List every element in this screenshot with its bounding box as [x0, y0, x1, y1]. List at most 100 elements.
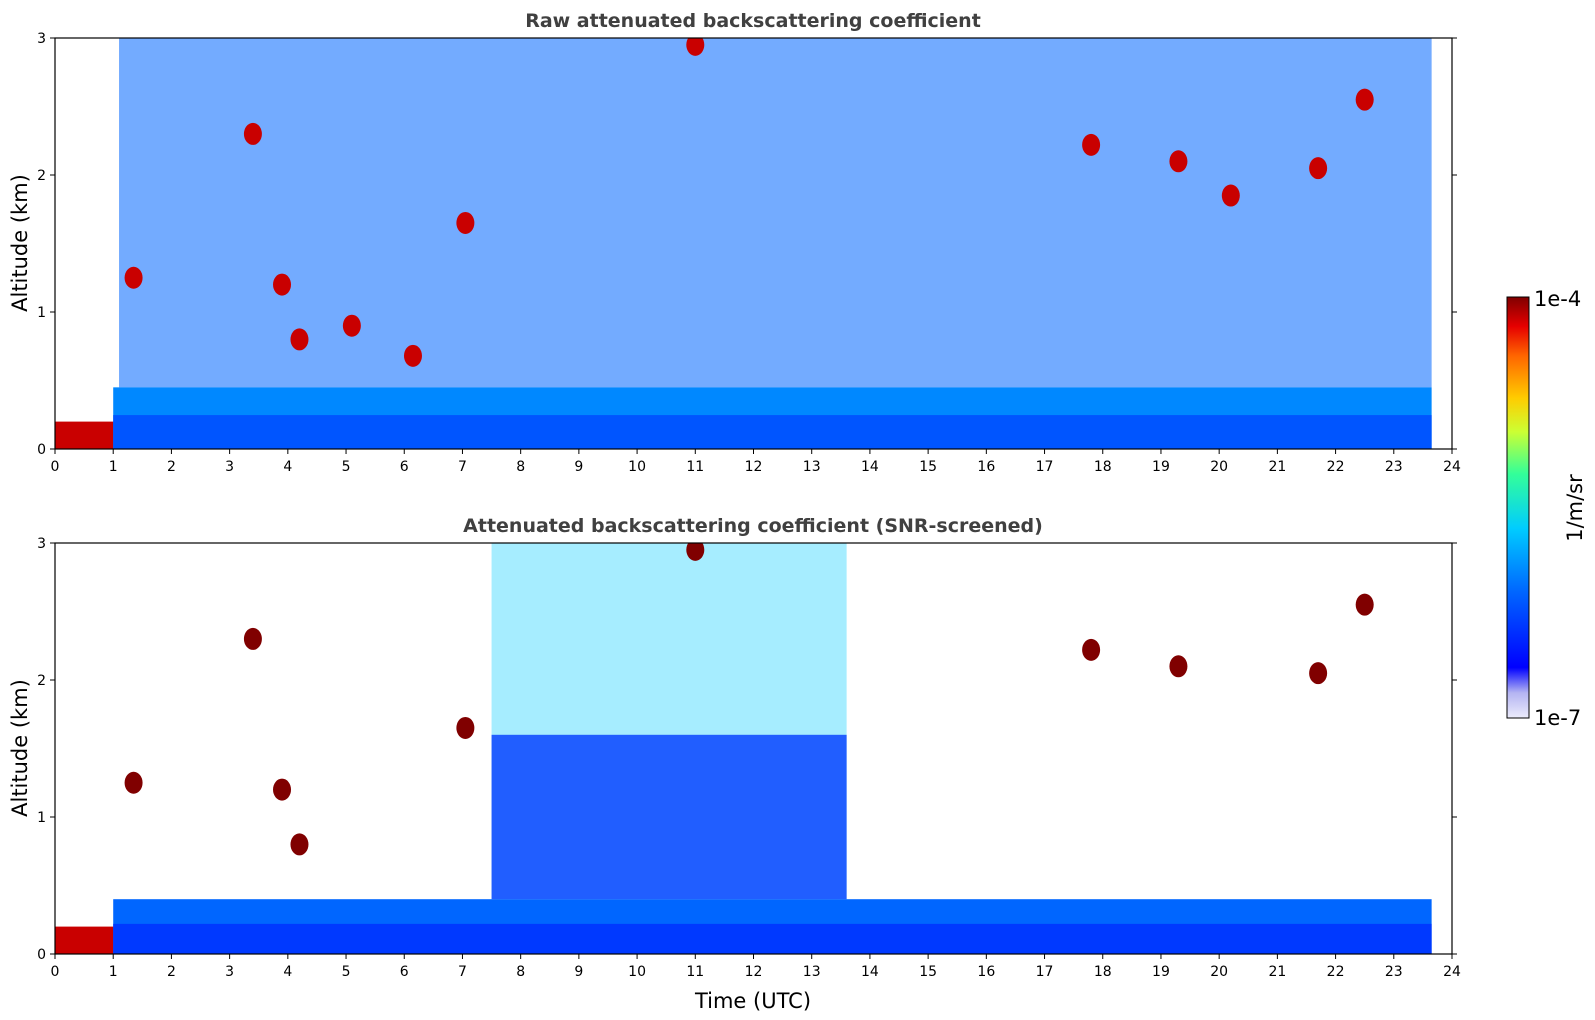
x-ticks-screened: 0 1 2 3 4 5 6 7 8 9 10 11 12 13 14 15 16 17 18 19 20 21 22 23 24 [51, 954, 1461, 980]
y-axis-label-screened: Altitude (km) [8, 679, 32, 817]
cloud-1-9 [1082, 638, 1101, 661]
cloud-0-14 [1355, 88, 1374, 111]
x-tick-label: 7 [458, 459, 467, 475]
x-tick-label: 15 [919, 459, 937, 475]
x-tick-label: 20 [1210, 459, 1228, 475]
x-tick-label: 4 [283, 964, 292, 980]
x-tick-label: 22 [1327, 459, 1345, 475]
x-tick-label: 10 [628, 964, 646, 980]
y-tick-label: 0 [37, 442, 46, 458]
x-ticks-raw: 0 1 2 3 4 5 6 7 8 9 10 11 12 13 14 15 16 17 18 19 20 21 22 23 24 [51, 449, 1461, 475]
cloud-0-11 [1169, 150, 1188, 173]
cloud-1-5 [273, 778, 292, 801]
cloud-1-10 [1169, 655, 1188, 678]
x-tick-label: 24 [1443, 459, 1461, 475]
cloud-1-7 [456, 716, 475, 739]
x-tick-label: 14 [861, 964, 879, 980]
panel-title-raw: Raw attenuated backscattering coefficien… [525, 10, 981, 32]
x-tick-label: 3 [225, 964, 234, 980]
x-tick-label: 7 [458, 964, 467, 980]
y-tick-label: 3 [37, 536, 46, 552]
colorbar-unit-label: 1/m/sr [1563, 474, 1587, 542]
colorbar-min-label: 1e-7 [1534, 706, 1581, 730]
y-tick-label: 1 [37, 810, 46, 826]
colorbar-gradient [1506, 296, 1530, 719]
x-tick-label: 8 [516, 459, 525, 475]
x-tick-label: 16 [977, 459, 995, 475]
x-tick-label: 2 [167, 964, 176, 980]
cloud-0-7 [403, 344, 422, 367]
boundary-layer-core-0-1 [113, 415, 1432, 449]
cloud-1-12 [1355, 593, 1374, 616]
y-tick-label: 2 [37, 168, 46, 184]
x-tick-label: 19 [1152, 459, 1170, 475]
x-tick-label: 19 [1152, 964, 1170, 980]
cloud-1-4 [243, 627, 262, 650]
colorbar: 1e-4 1e-7 1/m/sr [1506, 287, 1587, 730]
cloud-0-3 [243, 122, 262, 145]
x-tick-label: 9 [574, 964, 583, 980]
boundary-layer-core-1-1 [113, 923, 1432, 954]
x-tick-label: 13 [803, 964, 821, 980]
y-axis-label-raw: Altitude (km) [8, 174, 32, 312]
x-tick-label: 23 [1385, 964, 1403, 980]
x-tick-label: 6 [400, 964, 409, 980]
cloud-0-5 [290, 328, 309, 351]
x-tick-label: 11 [686, 964, 704, 980]
y-ticks-screened: 0 1 2 3 [37, 536, 1457, 963]
x-tick-label: 3 [225, 459, 234, 475]
x-tick-label: 17 [1036, 964, 1054, 980]
y-tick-label: 2 [37, 673, 46, 689]
x-tick-label: 22 [1327, 964, 1345, 980]
x-tick-label: 5 [342, 459, 351, 475]
cloud-1-3 [124, 771, 143, 794]
x-tick-label: 20 [1210, 964, 1228, 980]
x-tick-label: 0 [51, 459, 60, 475]
y-tick-label: 0 [37, 947, 46, 963]
cloud-0-9 [686, 38, 705, 56]
y-tick-label: 1 [37, 305, 46, 321]
cloud-0-4 [273, 273, 292, 296]
panel-screened: Attenuated backscattering coefficient (S… [8, 515, 1461, 1013]
panel-raw: Raw attenuated backscattering coefficien… [8, 10, 1461, 475]
cloud-1-6 [290, 833, 309, 856]
x-axis-label: Time (UTC) [694, 989, 811, 1013]
cloud-1-11 [1309, 662, 1328, 685]
heatmap-screened [55, 543, 1432, 954]
y-ticks-raw: 0 1 2 3 [37, 31, 1457, 458]
x-tick-label: 8 [516, 964, 525, 980]
x-tick-label: 10 [628, 459, 646, 475]
x-tick-label: 12 [745, 964, 763, 980]
x-tick-label: 14 [861, 459, 879, 475]
cloud-0-13 [1309, 157, 1328, 180]
x-tick-label: 21 [1268, 964, 1286, 980]
x-tick-label: 4 [283, 459, 292, 475]
cloud-0-6 [342, 314, 361, 337]
x-tick-label: 9 [574, 459, 583, 475]
x-tick-label: 24 [1443, 964, 1461, 980]
x-tick-label: 6 [400, 459, 409, 475]
x-tick-label: 1 [109, 964, 118, 980]
heatmap-raw [55, 38, 1432, 449]
x-tick-label: 17 [1036, 459, 1054, 475]
noise-background-0 [119, 38, 1432, 388]
x-tick-label: 13 [803, 459, 821, 475]
cloud-0-2 [124, 266, 143, 289]
y-tick-label: 3 [37, 31, 46, 47]
x-tick-label: 16 [977, 964, 995, 980]
x-tick-label: 23 [1385, 459, 1403, 475]
cloud-1-8 [686, 543, 705, 561]
x-tick-label: 0 [51, 964, 60, 980]
x-tick-label: 18 [1094, 459, 1112, 475]
cloud-0-12 [1221, 184, 1240, 207]
cloud-0-10 [1082, 133, 1101, 156]
x-tick-label: 18 [1094, 964, 1112, 980]
x-tick-label: 1 [109, 459, 118, 475]
colorbar-max-label: 1e-4 [1534, 287, 1581, 311]
noise-region-low-1-2 [491, 734, 847, 900]
panel-title-screened: Attenuated backscattering coefficient (S… [463, 515, 1043, 537]
x-tick-label: 12 [745, 459, 763, 475]
x-tick-label: 11 [686, 459, 704, 475]
x-tick-label: 5 [342, 964, 351, 980]
